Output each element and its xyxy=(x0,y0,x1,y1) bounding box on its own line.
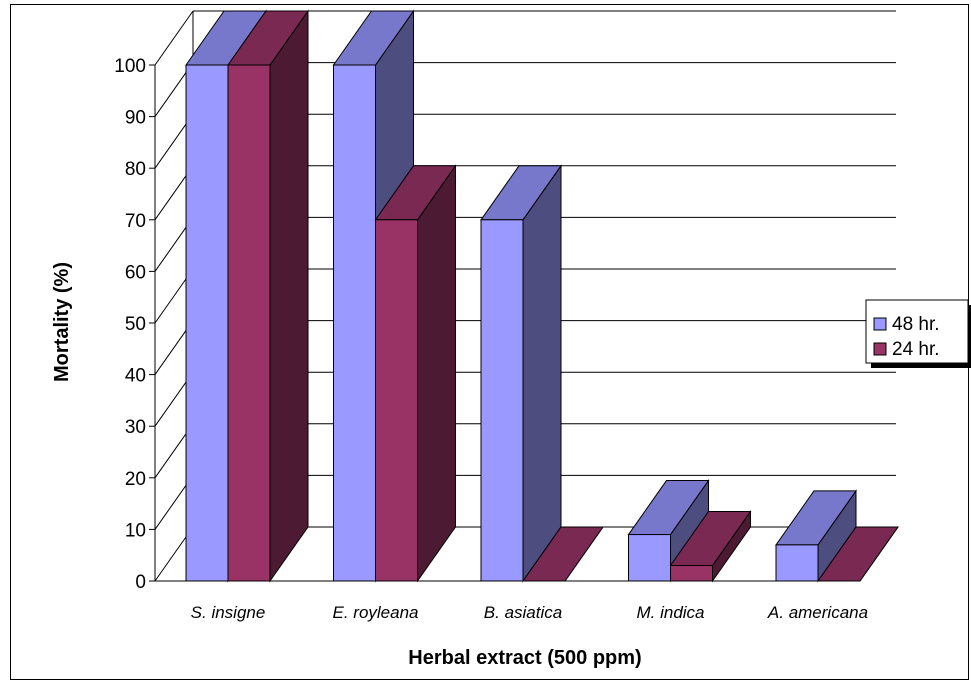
bar-front-face xyxy=(375,219,418,582)
y-tick-label: 70 xyxy=(125,211,146,232)
bar-side-face xyxy=(269,9,309,583)
y-tick-label: 30 xyxy=(125,417,146,438)
bar-top-face xyxy=(817,526,899,582)
legend-label-24hr: 24 hr. xyxy=(892,339,940,360)
x-tick-label-a-americana: A. americana xyxy=(767,603,868,622)
y-tick-label: 10 xyxy=(125,520,146,541)
y-axis-title: Mortality (%) xyxy=(51,262,73,382)
bar-side-face xyxy=(417,164,456,583)
gridline-diagonal xyxy=(154,10,194,66)
bar-m-indica-24hr xyxy=(669,509,752,583)
bar-top-face xyxy=(522,526,604,582)
x-tick-label-b-asiatica: B. asiatica xyxy=(484,603,562,622)
bar-a-americana-48hr xyxy=(775,489,857,583)
bar-front-face xyxy=(227,64,271,582)
y-tick-label: 100 xyxy=(114,56,146,77)
x-axis-title: Herbal extract (500 ppm) xyxy=(408,647,641,669)
bar-front-face xyxy=(670,565,713,582)
bar-a-americana-24hr xyxy=(817,526,899,582)
y-tick-label: 20 xyxy=(125,469,146,490)
bar-front-face xyxy=(185,64,229,582)
bars xyxy=(185,9,899,583)
legend-swatch-48hr xyxy=(873,317,887,331)
bar-front-face xyxy=(480,219,524,582)
legend-label-48hr: 48 hr. xyxy=(892,314,940,335)
y-tick-label: 80 xyxy=(125,159,146,180)
y-tick-label: 40 xyxy=(125,366,146,387)
legend: 48 hr. 24 hr. xyxy=(865,299,971,368)
y-tick-label: 50 xyxy=(125,314,146,335)
y-tick-label: 0 xyxy=(135,572,146,593)
legend-swatch-24hr xyxy=(873,342,887,356)
x-tick-label-e-royleana: E. royleana xyxy=(333,603,419,622)
x-tick-label-m-indica: M. indica xyxy=(636,603,704,622)
y-tick-label: 60 xyxy=(125,262,146,283)
bar-s-insigne-24hr xyxy=(227,9,309,583)
bar-e-royleana-24hr xyxy=(374,164,457,583)
bar-b-asiatica-48hr xyxy=(480,164,562,583)
bar-front-face xyxy=(628,534,671,582)
bar-front-face xyxy=(775,544,819,582)
x-tick-label-s-insigne: S. insigne xyxy=(191,603,266,622)
y-tick-label: 90 xyxy=(125,108,146,129)
bar-b-asiatica-24hr xyxy=(522,526,604,582)
bar-front-face xyxy=(333,64,376,582)
tick-labels: 0 10 20 30 40 50 60 70 80 90 100 S. insigne E. royle… xyxy=(114,56,868,622)
bar-side-face xyxy=(522,164,562,583)
